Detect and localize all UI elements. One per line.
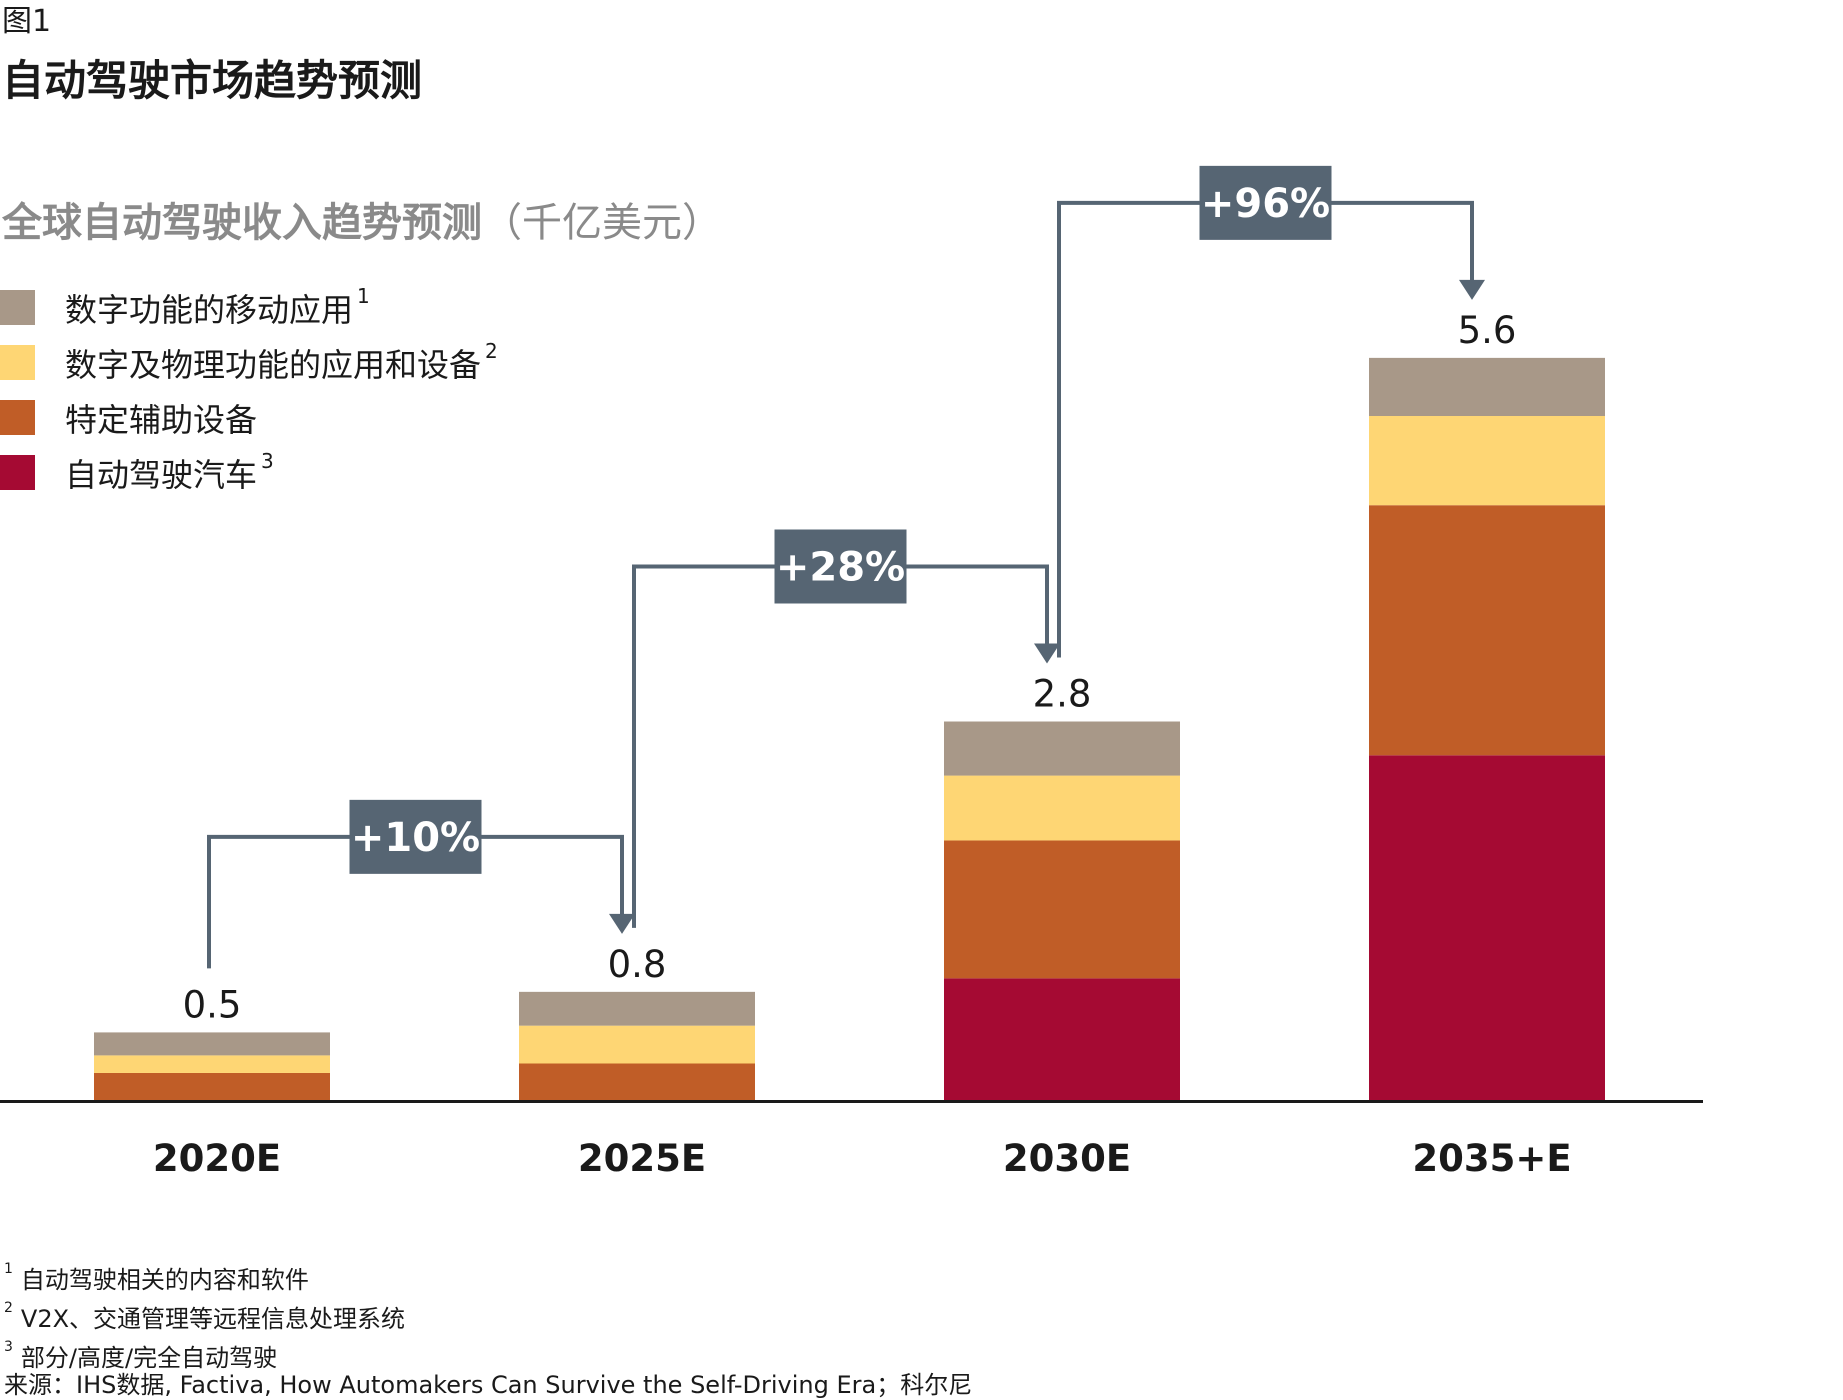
bar-segment	[94, 1072, 330, 1100]
footnote-text: 自动驾驶相关的内容和软件	[20, 1266, 309, 1294]
bar-total-label: 0.5	[183, 983, 242, 1026]
x-tick-label: 2025E	[578, 1137, 706, 1180]
bar-segment	[944, 775, 1180, 841]
bar-segment	[944, 721, 1180, 776]
growth-box	[349, 799, 482, 874]
stacked-bar-chart: 0.5 2020E 0.8 2025E 2.8 2030E 5.6 2035+E +10% +28…	[0, 165, 1703, 1180]
footnote-text: V2X、交通管理等远程信息处理系统	[20, 1305, 406, 1333]
chart-title-text: 全球自动驾驶收入趋势预测	[2, 200, 482, 246]
legend: 数字功能的移动应用 1 数字及物理功能的应用和设备 2 特定辅助设备自动驾驶汽车 3	[0, 280, 498, 500]
chart-unit: （千亿美元）	[482, 200, 722, 246]
legend-item: 数字功能的移动应用 1	[0, 280, 498, 335]
x-tick-label: 2035+E	[1412, 1137, 1571, 1180]
footnote: 2 V2X、交通管理等远程信息处理系统	[4, 1297, 405, 1336]
bar-segment	[1369, 505, 1605, 756]
figure-title: 自动驾驶市场趋势预测	[2, 56, 423, 105]
growth-label: +28%	[776, 545, 905, 591]
growth-label: +10%	[351, 815, 480, 861]
legend-label: 特定辅助设备	[65, 400, 258, 439]
bar-segment	[1369, 357, 1605, 416]
legend-swatch	[0, 400, 35, 435]
legend-item: 数字及物理功能的应用和设备 2	[0, 335, 498, 390]
bar-segment	[944, 840, 1180, 979]
arrow-head-icon	[1034, 643, 1060, 664]
footnotes: 1 自动驾驶相关的内容和软件 2 V2X、交通管理等远程信息处理系统 3 部分/高度/…	[4, 1258, 405, 1375]
legend-swatch	[0, 290, 35, 325]
bar-segment	[519, 1025, 755, 1064]
figure-label: 图1	[2, 4, 52, 39]
legend-label: 数字及物理功能的应用和设备 2	[65, 338, 498, 384]
bar-segment	[944, 978, 1180, 1100]
footnote: 3 部分/高度/完全自动驾驶	[4, 1336, 405, 1375]
legend-footnote-marker: 2	[485, 338, 498, 363]
bar-segment	[94, 1032, 330, 1056]
footnote-text: 部分/高度/完全自动驾驶	[20, 1344, 278, 1372]
source-note: 来源：IHS数据, Factiva, How Automakers Can Su…	[4, 1371, 973, 1399]
bar-total-label: 2.8	[1033, 673, 1092, 716]
growth-box	[1199, 165, 1332, 240]
bar-total-label: 0.8	[608, 943, 667, 986]
bar-segment	[94, 1055, 330, 1073]
footnote-marker: 3	[4, 1339, 13, 1355]
footnote: 1 自动驾驶相关的内容和软件	[4, 1258, 405, 1297]
footnote-marker: 1	[4, 1261, 13, 1277]
legend-footnote-marker: 1	[357, 283, 370, 308]
arrow-head-icon	[1459, 279, 1485, 300]
chart-title: 全球自动驾驶收入趋势预测（千亿美元）	[2, 190, 722, 248]
legend-swatch	[0, 345, 35, 380]
bar-segment	[1369, 755, 1605, 1100]
legend-label: 自动驾驶汽车 3	[65, 448, 274, 494]
legend-swatch	[0, 455, 35, 490]
bar-segment	[519, 1063, 755, 1100]
arrow-head-icon	[609, 913, 635, 934]
bar-segment	[519, 991, 755, 1026]
legend-footnote-marker: 3	[261, 448, 274, 473]
growth-box	[774, 529, 907, 604]
bar-total-label: 5.6	[1458, 309, 1517, 352]
legend-label: 数字功能的移动应用 1	[65, 283, 370, 329]
legend-item: 自动驾驶汽车 3	[0, 445, 498, 500]
footnote-marker: 2	[4, 1300, 13, 1316]
x-tick-label: 2020E	[153, 1137, 281, 1180]
x-tick-label: 2030E	[1003, 1137, 1131, 1180]
growth-label: +96%	[1201, 181, 1330, 227]
legend-item: 特定辅助设备	[0, 390, 498, 445]
bar-segment	[1369, 415, 1605, 506]
